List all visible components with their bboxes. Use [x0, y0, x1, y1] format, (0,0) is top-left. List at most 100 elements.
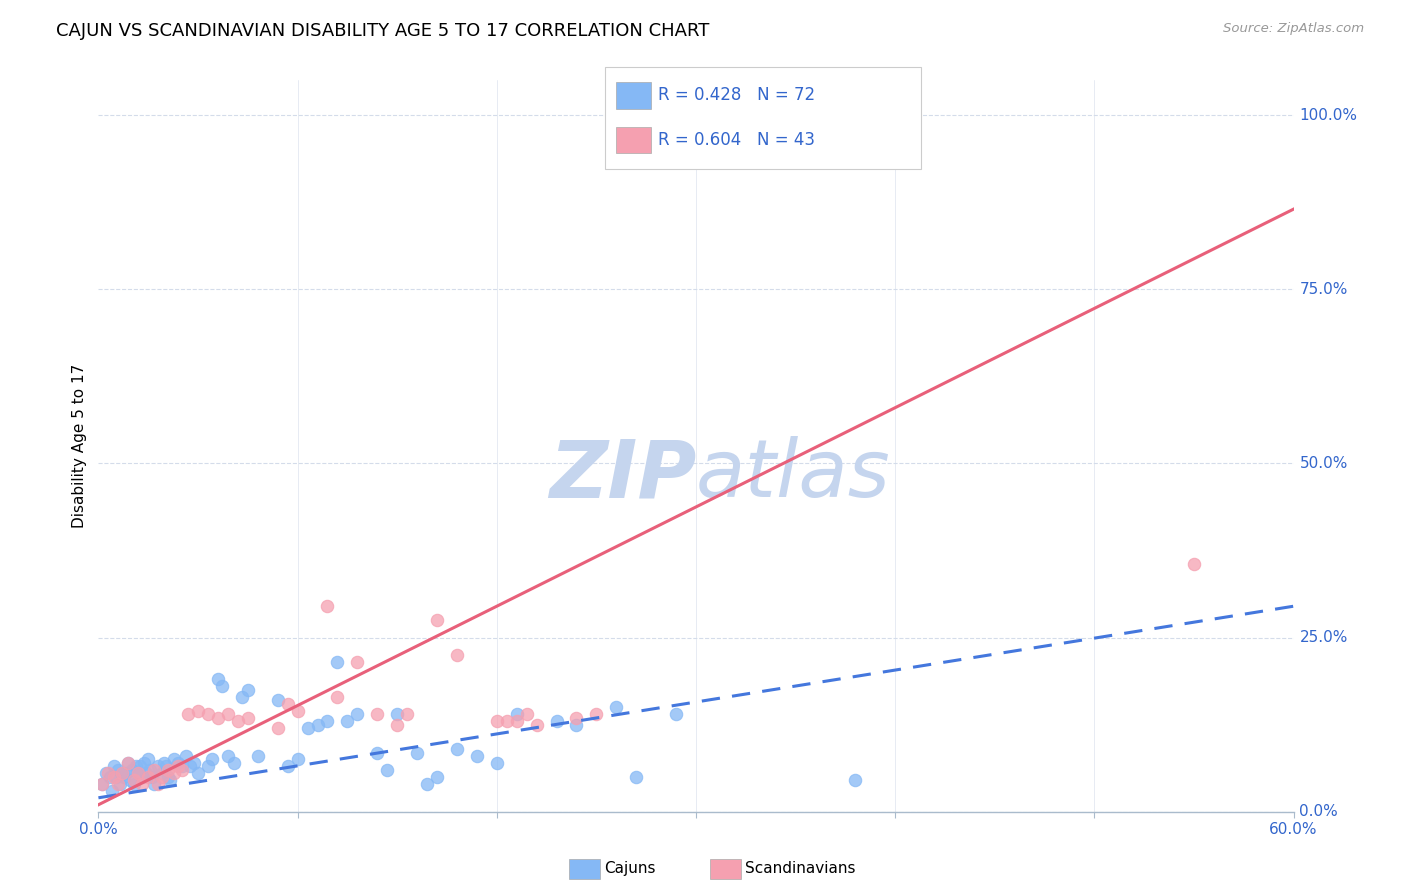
Point	[91, 777, 114, 791]
Point	[124, 773, 146, 788]
Point	[117, 756, 139, 770]
Text: R = 0.604   N = 43: R = 0.604 N = 43	[658, 131, 815, 149]
Point	[416, 777, 439, 791]
Point	[157, 763, 180, 777]
Point	[201, 752, 224, 766]
Point	[217, 749, 239, 764]
Point	[426, 613, 449, 627]
Point	[91, 777, 114, 791]
Point	[297, 721, 319, 735]
Point	[167, 756, 190, 770]
Point	[111, 766, 134, 780]
Point	[506, 707, 529, 722]
Text: 50.0%: 50.0%	[1299, 456, 1348, 471]
Point	[187, 766, 209, 780]
Point	[516, 707, 538, 722]
Point	[172, 763, 194, 777]
Point	[277, 697, 299, 711]
Point	[153, 756, 176, 770]
Point	[107, 777, 129, 791]
Point	[426, 770, 449, 784]
Point	[406, 746, 429, 760]
Point	[207, 711, 229, 725]
Point	[844, 773, 866, 788]
Text: R = 0.428   N = 72: R = 0.428 N = 72	[658, 87, 815, 104]
Point	[141, 770, 163, 784]
Point	[121, 763, 143, 777]
Point	[187, 704, 209, 718]
Point	[585, 707, 607, 722]
Point	[396, 707, 419, 722]
Point	[1182, 558, 1205, 572]
Point	[159, 773, 181, 788]
Point	[139, 763, 162, 777]
Point	[246, 749, 269, 764]
Point	[136, 752, 159, 766]
Point	[117, 756, 139, 770]
Point	[346, 655, 368, 669]
Point	[131, 770, 153, 784]
Point	[177, 707, 200, 722]
Text: 0.0%: 0.0%	[1299, 805, 1339, 819]
Point	[267, 693, 290, 707]
Point	[546, 714, 568, 728]
Text: CAJUN VS SCANDINAVIAN DISABILITY AGE 5 TO 17 CORRELATION CHART: CAJUN VS SCANDINAVIAN DISABILITY AGE 5 T…	[56, 22, 710, 40]
Point	[172, 759, 194, 773]
Point	[197, 707, 219, 722]
Point	[326, 655, 349, 669]
Point	[287, 704, 309, 718]
Point	[134, 756, 156, 770]
Point	[231, 690, 253, 704]
Text: Source: ZipAtlas.com: Source: ZipAtlas.com	[1223, 22, 1364, 36]
Point	[385, 707, 409, 722]
Point	[446, 742, 468, 756]
Point	[197, 759, 219, 773]
Point	[236, 682, 259, 697]
Point	[120, 773, 142, 788]
Point	[110, 777, 132, 791]
Point	[150, 766, 173, 780]
Point	[287, 752, 309, 766]
Point	[366, 746, 388, 760]
Point	[143, 763, 166, 777]
Point	[485, 756, 508, 770]
Point	[665, 707, 688, 722]
Text: 100.0%: 100.0%	[1299, 108, 1358, 122]
Point	[136, 770, 159, 784]
Point	[127, 766, 149, 780]
Point	[101, 784, 124, 798]
Point	[103, 770, 125, 784]
Point	[125, 759, 148, 773]
Point	[127, 766, 149, 780]
Text: 25.0%: 25.0%	[1299, 630, 1348, 645]
Point	[375, 763, 398, 777]
Text: ZIP: ZIP	[548, 436, 696, 515]
Point	[97, 766, 120, 780]
Point	[103, 759, 125, 773]
Point	[150, 770, 173, 784]
Point	[179, 759, 201, 773]
Point	[277, 759, 299, 773]
Text: Scandinavians: Scandinavians	[745, 862, 856, 876]
Point	[124, 777, 146, 791]
Point	[565, 711, 588, 725]
Point	[157, 770, 180, 784]
Point	[495, 714, 517, 728]
Point	[163, 766, 186, 780]
Point	[336, 714, 359, 728]
Point	[366, 707, 388, 722]
Point	[222, 756, 245, 770]
Point	[167, 759, 190, 773]
Point	[624, 770, 647, 784]
Point	[267, 721, 290, 735]
Point	[96, 766, 118, 780]
Point	[446, 648, 468, 662]
Text: 75.0%: 75.0%	[1299, 282, 1348, 297]
Point	[465, 749, 488, 764]
Point	[326, 690, 349, 704]
Point	[211, 679, 233, 693]
Point	[155, 759, 177, 773]
Point	[115, 766, 138, 780]
Point	[135, 766, 157, 780]
Point	[163, 752, 186, 766]
